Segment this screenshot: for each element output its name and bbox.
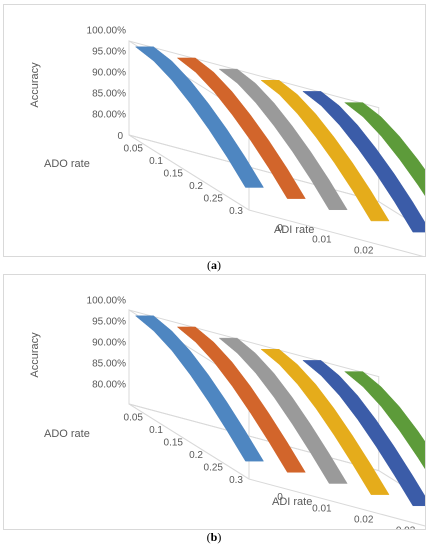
z-tick-label: 90.00% [92,68,126,79]
z-tick-label: 80.00% [92,110,126,121]
z-tick-label: 85.00% [92,359,126,370]
ado-tick-label: 0.05 [124,413,144,424]
adi-tick-label: 0.02 [354,246,374,256]
ado-tick-label: 0.05 [124,144,144,155]
ado-tick-label: 0.3 [229,206,243,217]
z-axis-title: Accuracy [29,62,41,108]
adi-tick-label: 0.01 [312,503,332,514]
ribbon-series [260,80,390,222]
adi-tick-label: 0 [277,492,283,503]
ado-tick-label: 0.25 [204,194,224,205]
adi-tick-label: 0.01 [312,234,332,245]
adi-axis-title: ADI rate [272,496,312,508]
ado-tick-label: 0.15 [164,438,184,449]
ado-tick-label: 0.25 [204,463,224,474]
ado-tick-label: 0.3 [229,475,243,486]
ado-tick-label: 0 [117,131,123,142]
ribbon-series [218,337,348,484]
adi-tick-label: 0.02 [354,515,374,526]
z-tick-label: 90.00% [92,338,126,349]
ribbon-series [344,371,425,470]
surface-chart-a: 100.00%95.00%90.00%85.00%80.00%00.050.10… [29,26,425,256]
ado-tick-label: 0.2 [189,450,203,461]
ribbon-series [344,102,425,197]
ribbon-series [176,326,306,473]
ribbon-series [176,57,306,199]
z-tick-label: 95.00% [92,317,126,328]
surface-chart-b: 100.00%95.00%90.00%85.00%80.00%0.050.10.… [29,296,425,529]
ribbon-series [218,68,348,211]
z-tick-label: 95.00% [92,47,126,58]
z-tick-label: 85.00% [92,89,126,100]
adi-tick-label: 0 [277,223,283,234]
chart-panel-a: 100.00% 95.00% 90.00% 85.00% 80.00% 0 0.05 0.1 0… [3,4,426,257]
ribbon-series [302,360,425,507]
adi-axis-title: ADI rate [274,224,314,236]
z-tick-label: 80.00% [92,380,126,391]
ado-axis-title: ADO rate [44,428,90,440]
ado-tick-label: 0.1 [149,425,163,436]
ribbon-series [134,46,264,188]
ribbon-series [260,349,390,495]
z-axis-title: Accuracy [29,332,41,378]
ado-tick-label: 0.2 [189,181,203,192]
ribbon-series [302,91,425,233]
z-tick-label: 100.00% [87,26,127,37]
chart-panel-b: 100.00% 95.00% 90.00% 85.00% 80.00% 0.05 0.1 0.… [3,274,426,530]
ado-axis-title: ADO rate [44,158,90,170]
z-tick-label: 100.00% [87,296,127,307]
caption-a: (a) [207,258,221,272]
ado-tick-label: 0.15 [164,169,184,180]
ado-tick-label: 0.1 [149,156,163,167]
adi-tick-label: 0.03 [396,526,416,529]
caption-b: (b) [206,530,222,544]
ribbon-series [134,315,264,462]
